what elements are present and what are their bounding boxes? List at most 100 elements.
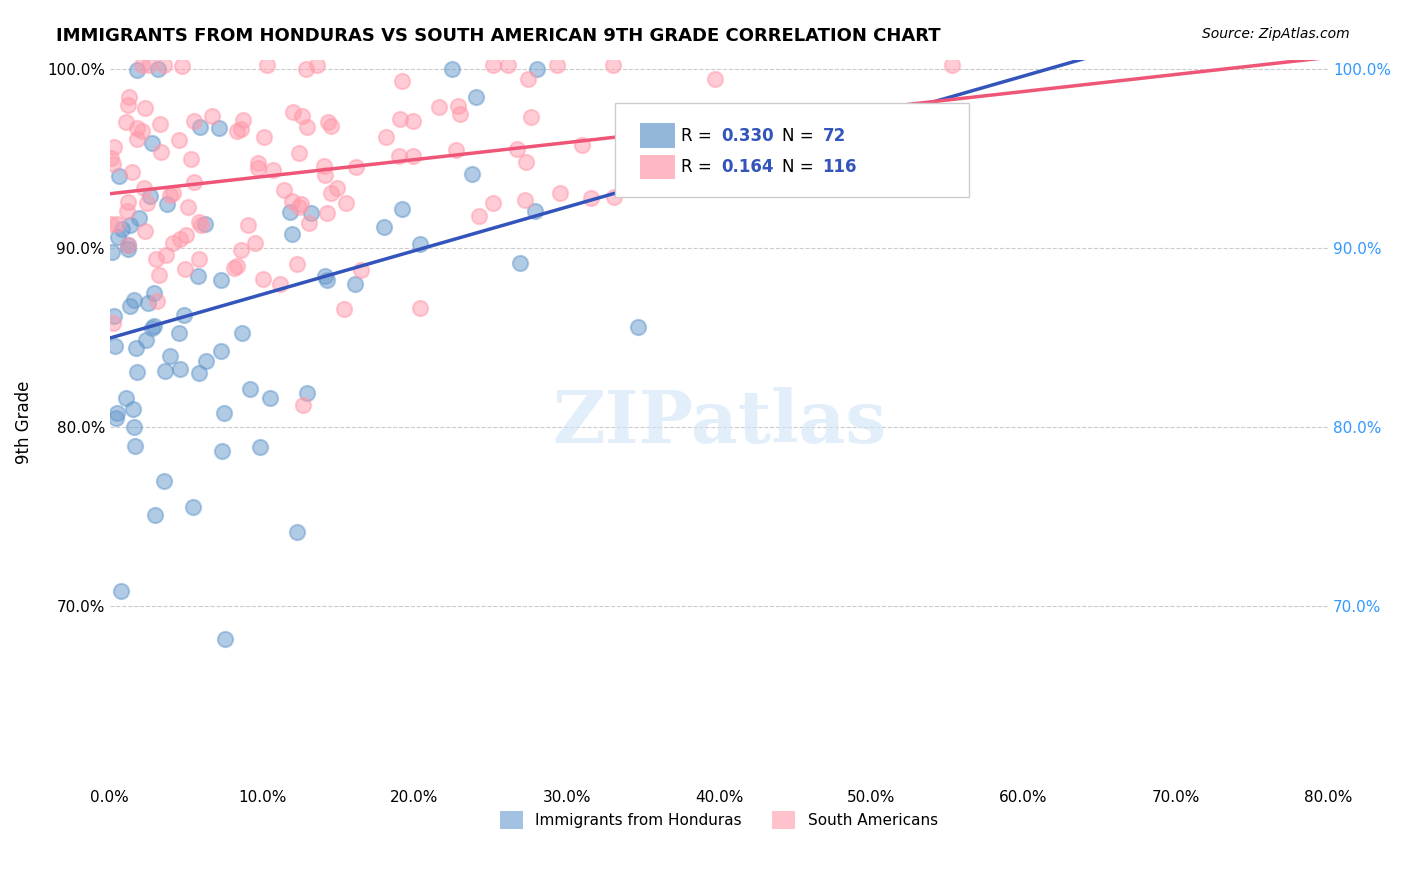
Immigrants from Honduras [208,120,231,135]
South Americans [288,200,311,214]
South Americans [548,186,571,200]
South Americans [520,110,543,124]
Immigrants from Honduras [120,218,142,232]
Immigrants from Honduras [146,62,169,76]
Immigrants from Honduras [156,197,179,211]
South Americans [155,248,177,262]
South Americans [174,262,197,277]
Immigrants from Honduras [461,167,484,181]
Immigrants from Honduras [314,269,336,284]
Immigrants from Honduras [373,220,395,235]
Immigrants from Honduras [108,169,131,183]
South Americans [401,149,423,163]
South Americans [335,196,357,211]
South Americans [148,268,170,282]
Immigrants from Honduras [141,136,163,150]
South Americans [316,115,339,129]
South Americans [409,301,432,315]
South Americans [114,115,136,129]
Immigrants from Honduras [125,63,148,78]
South Americans [941,58,963,72]
South Americans [505,142,527,156]
Immigrants from Honduras [209,273,232,287]
Immigrants from Honduras [249,440,271,454]
Text: R =: R = [681,158,717,176]
South Americans [515,154,537,169]
South Americans [132,181,155,195]
Immigrants from Honduras [117,242,139,256]
Immigrants from Honduras [107,230,129,244]
South Americans [449,107,471,121]
South Americans [321,186,343,200]
Text: Source: ZipAtlas.com: Source: ZipAtlas.com [1202,27,1350,41]
South Americans [149,145,172,159]
Immigrants from Honduras [114,391,136,405]
South Americans [256,58,278,72]
Immigrants from Honduras [128,211,150,226]
Immigrants from Honduras [101,245,124,260]
Immigrants from Honduras [278,205,301,219]
South Americans [515,194,537,208]
Immigrants from Honduras [103,310,125,324]
FancyBboxPatch shape [640,154,675,179]
Immigrants from Honduras [143,318,166,333]
Immigrants from Honduras [104,338,127,352]
Text: IMMIGRANTS FROM HONDURAS VS SOUTH AMERICAN 9TH GRADE CORRELATION CHART: IMMIGRANTS FROM HONDURAS VS SOUTH AMERIC… [56,27,941,45]
South Americans [101,157,124,171]
Immigrants from Honduras [259,392,281,406]
South Americans [177,200,200,214]
South Americans [170,59,193,73]
South Americans [602,58,624,72]
South Americans [704,71,727,86]
South Americans [243,236,266,251]
South Americans [603,190,626,204]
South Americans [252,272,274,286]
South Americans [131,58,153,72]
Immigrants from Honduras [212,406,235,420]
Immigrants from Honduras [152,474,174,488]
Immigrants from Honduras [125,365,148,379]
Legend: Immigrants from Honduras, South Americans: Immigrants from Honduras, South American… [494,805,943,836]
South Americans [121,165,143,179]
South Americans [349,263,371,277]
South Americans [298,216,321,230]
South Americans [190,218,212,232]
Immigrants from Honduras [167,326,190,340]
South Americans [498,58,520,72]
Immigrants from Honduras [104,411,127,425]
South Americans [159,188,181,202]
Immigrants from Honduras [524,204,547,219]
South Americans [232,112,254,127]
Text: 116: 116 [823,158,858,176]
Immigrants from Honduras [125,341,148,355]
South Americans [222,260,245,275]
South Americans [305,58,328,72]
FancyBboxPatch shape [616,103,969,197]
South Americans [201,109,224,123]
South Americans [319,119,342,133]
South Americans [117,97,139,112]
South Americans [516,72,538,87]
South Americans [236,218,259,232]
Immigrants from Honduras [280,227,302,242]
Immigrants from Honduras [440,62,463,76]
Immigrants from Honduras [120,299,142,313]
Immigrants from Honduras [111,222,134,236]
FancyBboxPatch shape [640,123,675,148]
South Americans [375,129,398,144]
Immigrants from Honduras [231,326,253,341]
Text: 0.164: 0.164 [721,158,773,176]
South Americans [136,196,159,211]
Immigrants from Honduras [285,524,308,539]
Immigrants from Honduras [135,334,157,348]
Immigrants from Honduras [509,256,531,270]
South Americans [125,131,148,145]
Immigrants from Honduras [105,405,128,419]
South Americans [281,104,304,119]
South Americans [226,259,249,273]
South Americans [153,58,176,72]
Immigrants from Honduras [159,349,181,363]
South Americans [581,190,603,204]
Immigrants from Honduras [214,632,236,647]
South Americans [288,146,311,161]
